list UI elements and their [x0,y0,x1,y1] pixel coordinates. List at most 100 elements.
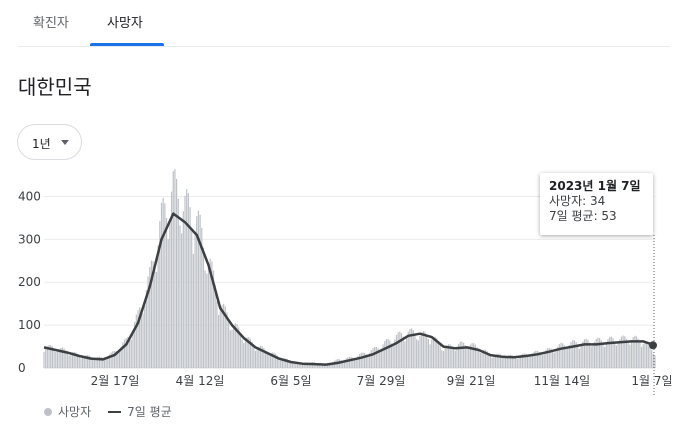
daily-bar [516,359,518,368]
daily-bar [372,348,374,368]
daily-bar [506,356,508,368]
daily-bar [102,357,104,368]
daily-bar [46,346,48,368]
daily-bar [165,217,168,368]
daily-bar [486,350,488,368]
x-tick-label: 11월 14일 [534,374,590,388]
daily-bar [172,171,174,368]
daily-bar [323,363,325,368]
daily-bar [496,353,498,368]
daily-bar [523,353,525,368]
daily-bar [290,361,292,368]
daily-bar [88,355,90,368]
daily-bar [546,348,549,368]
daily-bar [256,348,258,368]
daily-bar [154,268,156,368]
daily-bar [508,355,510,368]
daily-bar [140,308,142,368]
range-dropdown[interactable]: 1년 [17,124,82,160]
daily-bar [583,339,586,368]
daily-bar [132,330,134,368]
daily-bar [447,344,450,368]
daily-bar [520,355,522,368]
daily-bar [130,339,132,368]
daily-bar [582,341,584,368]
legend-daily-swatch [44,408,52,416]
daily-bar [167,239,169,368]
daily-bar [454,350,456,368]
daily-bar [108,354,111,368]
daily-bar [92,358,94,368]
daily-bar [207,262,210,368]
daily-bar [458,343,460,368]
daily-bar [189,207,191,368]
daily-bar [327,363,329,368]
daily-bar [499,354,502,368]
daily-bar [481,350,483,368]
daily-bar [278,357,280,368]
daily-bar [409,328,411,368]
daily-bar [563,345,565,368]
daily-bar [295,362,297,368]
daily-bar [118,351,121,368]
daily-bar [565,348,567,368]
daily-bar [66,353,69,368]
daily-bar [387,338,389,368]
daily-bar [646,342,648,368]
daily-bar [444,347,446,368]
daily-bar [233,325,235,368]
daily-bar [261,346,263,368]
daily-bar [179,225,181,368]
region-title: 대한민국 [18,75,92,99]
daily-bar [87,354,89,368]
legend-daily-label: 사망자 [58,405,92,419]
chart-tooltip: 2023년 1월 7일 사망자: 34 7일 평균: 53 [540,173,653,235]
daily-bar [545,349,547,368]
daily-bar [162,197,164,368]
daily-bar [466,348,468,368]
daily-bar [241,339,243,368]
tab-cases[interactable]: 확진자 [33,16,69,31]
daily-bar [280,360,282,368]
daily-bar [654,355,656,368]
daily-bar [607,339,609,368]
daily-bar [97,356,99,368]
daily-bar [115,351,117,368]
deaths-chart[interactable]: 0 100 200 300 400 2월 17일 4월 12일 6월 5일 7월 29일 9월 2… [0,165,681,397]
daily-bar [177,198,179,368]
daily-bar [367,355,369,368]
daily-bar [530,355,532,368]
daily-bar [145,290,147,368]
daily-bar [107,357,109,368]
divider [18,46,670,47]
daily-bar [431,339,433,368]
daily-bar [134,321,136,368]
daily-bar [65,350,67,368]
daily-bar [93,359,95,368]
x-tick-label: 2월 17일 [91,374,140,388]
daily-bar [248,337,250,368]
daily-bar [315,363,317,368]
daily-bar [129,337,131,368]
daily-bar [620,336,623,368]
daily-bar [518,356,520,368]
daily-bar [580,345,582,368]
daily-bar [642,344,644,368]
daily-bar [592,345,594,368]
daily-bar [187,193,189,368]
daily-bar [562,343,564,368]
daily-bar [384,341,386,368]
tab-deaths[interactable]: 사망자 [107,16,143,31]
daily-bar [463,342,465,368]
daily-bar [488,353,490,368]
daily-bar [283,358,285,368]
daily-bar [474,344,476,368]
daily-bar [266,353,268,368]
daily-bar [419,335,421,368]
daily-bar [73,351,75,368]
daily-bar [374,346,376,368]
daily-bar [127,336,129,368]
daily-bar [614,341,616,368]
daily-bar [652,353,654,368]
daily-bar [362,352,364,368]
